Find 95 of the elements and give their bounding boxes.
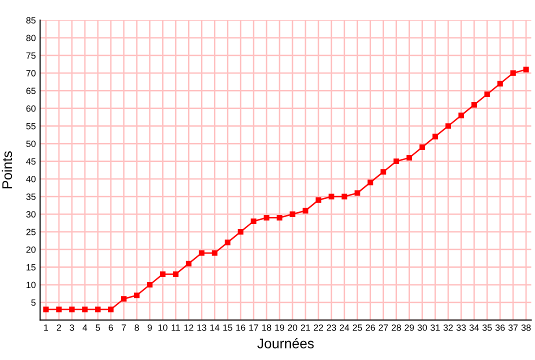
point [342,194,348,200]
point [316,197,322,203]
point [458,112,464,118]
point [380,169,386,175]
point [121,296,127,302]
point [471,102,477,108]
y-tick-label: 20 [26,246,36,253]
point [302,208,308,214]
x-tick-label: 32 [444,324,453,331]
x-tick-label: 14 [210,324,220,331]
x-tick-label: 8 [134,324,139,331]
point [523,66,529,72]
x-tick-label: 4 [82,324,88,331]
point [56,306,62,312]
y-tick-label: 10 [26,282,36,288]
y-tick-label: 15 [26,264,36,270]
y-tick-label: 65 [26,88,36,94]
point [43,306,49,312]
y-axis-title: Points [2,151,12,188]
point [134,292,140,298]
point [419,144,426,150]
x-tick-label: 38 [521,324,531,331]
x-tick-label: 1 [44,324,48,331]
point [406,154,412,161]
x-tick-label: 5 [96,324,100,331]
point [354,190,360,196]
point [484,91,490,98]
point [186,260,192,266]
x-tick-label: 34 [469,324,479,331]
y-tick-label: 50 [26,140,36,147]
point [172,271,178,277]
point [497,80,503,86]
y-tick-label: 40 [26,176,36,182]
point [146,282,153,288]
x-tick-label: 15 [223,324,232,331]
point [328,194,334,200]
point [432,134,438,140]
x-tick-label: 36 [495,324,505,331]
x-tick-label: 18 [262,324,272,331]
point [510,70,516,76]
point [108,306,114,312]
x-tick-label: 35 [482,324,492,331]
y-tick-label: 55 [26,123,36,130]
x-tick-label: 27 [378,324,388,331]
x-tick-label: 17 [249,324,258,331]
x-axis-title: Journées [257,338,314,348]
x-tick-label: 11 [172,324,180,331]
x-tick-label: 2 [56,324,61,331]
y-tick-label: 35 [26,194,36,200]
point [445,123,451,129]
y-tick-label: 75 [26,52,36,59]
x-tick-label: 13 [197,324,206,331]
y-tick-label: 80 [26,34,36,42]
y-tick-label: 45 [26,158,36,165]
x-tick-label: 28 [392,324,401,331]
x-tick-label: 24 [340,324,350,331]
x-tick-label: 16 [236,324,246,331]
y-tick-label: 85 [26,17,36,24]
point [276,214,282,221]
y-tick-label: 70 [26,70,36,76]
y-tick-label: 5 [31,299,36,306]
x-tick-label: 12 [184,324,194,331]
x-tick-label: 9 [148,324,152,331]
point [264,214,270,221]
y-tick-label: 60 [26,105,36,112]
y-tick-label: 25 [26,228,36,236]
x-tick-label: 10 [158,324,168,331]
x-tick-label: 30 [418,324,427,331]
point [368,180,374,186]
x-tick-label: 31 [430,324,440,331]
x-tick-label: 20 [288,324,298,331]
point [250,218,256,224]
y-tick-label: 30 [26,211,36,218]
point [69,306,75,312]
point [238,229,244,235]
point [160,271,166,277]
point [212,250,218,256]
x-tick-label: 33 [456,324,466,331]
x-tick-label: 6 [108,324,113,331]
x-tick-label: 22 [314,324,324,331]
x-tick-label: 3 [70,324,74,331]
x-tick-label: 26 [366,324,375,331]
x-tick-label: 19 [275,324,284,331]
point [224,240,230,246]
point [82,306,88,312]
point [290,211,296,217]
x-tick-label: 21 [300,324,310,331]
x-tick-label: 25 [352,324,362,331]
point [198,250,204,256]
x-tick-label: 29 [404,324,414,331]
x-tick-label: 23 [326,324,336,331]
x-tick-label: 37 [508,324,518,331]
point [394,158,400,164]
x-tick-label: 7 [122,324,126,331]
point [95,306,101,312]
